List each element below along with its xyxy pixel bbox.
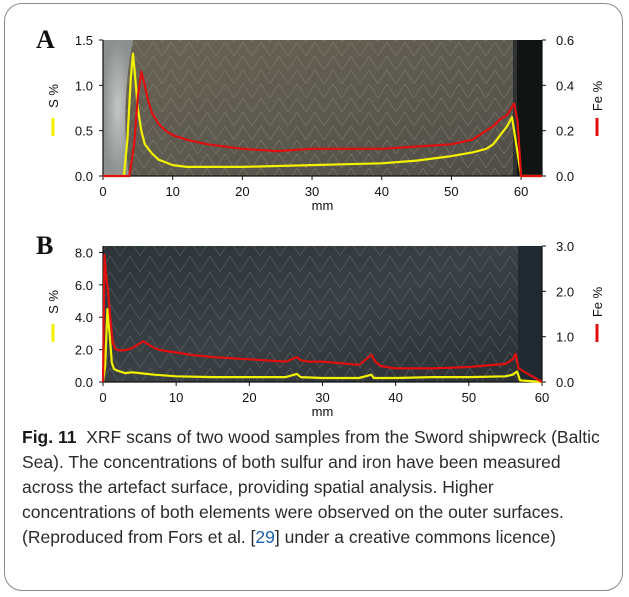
y-right-tick-label: 0.2 xyxy=(556,124,574,139)
x-tick-label: 60 xyxy=(535,390,549,405)
y-left-axis-label: S % xyxy=(46,290,61,314)
panel-label: B xyxy=(36,231,53,260)
x-tick-label: 50 xyxy=(462,390,476,405)
x-axis-label: mm xyxy=(312,198,334,213)
caption-reference-link[interactable]: 29 xyxy=(255,527,275,547)
y-left-tick-label: 6.0 xyxy=(75,278,93,293)
y-right-tick-label: 3.0 xyxy=(556,239,574,254)
caption-label: Fig. 11 xyxy=(22,427,77,447)
wood-edge-right-b xyxy=(518,246,542,382)
y-right-axis-label: Fe % xyxy=(590,286,605,317)
background-right-a xyxy=(517,40,542,176)
iron-series-line xyxy=(101,254,543,383)
x-tick-label: 20 xyxy=(235,184,249,199)
panel-b: B 0 10 20 30 40 50 60 mm 0.0 2.0 4.0 6.0 8.0 0.0 1.0 2.0… xyxy=(36,231,605,419)
x-tick-label: 30 xyxy=(315,390,329,405)
caption-text-end: ] under a creative commons licence) xyxy=(274,527,556,547)
y-left-tick-label: 0.0 xyxy=(75,375,93,390)
y-left-tick-label: 4.0 xyxy=(75,310,93,325)
iron-series-line xyxy=(103,70,542,178)
x-tick-label: 10 xyxy=(165,184,179,199)
x-tick-label: 0 xyxy=(99,184,106,199)
x-tick-label: 30 xyxy=(305,184,319,199)
x-tick-label: 50 xyxy=(444,184,458,199)
panel-a: A 0 10 20 30 40 50 60 mm 0.0 0.5 1.0 1.5 0.0 0.2 0.4 0.6… xyxy=(36,25,605,213)
x-tick-label: 20 xyxy=(242,390,256,405)
x-tick-label: 60 xyxy=(514,184,528,199)
panel-label: A xyxy=(36,25,55,54)
wood-grain-b xyxy=(103,246,523,382)
y-right-tick-label: 0.0 xyxy=(556,169,574,184)
y-right-tick-label: 0.0 xyxy=(556,375,574,390)
figure-charts: A 0 10 20 30 40 50 60 mm 0.0 0.5 1.0 1.5 0.0 0.2 0.4 0.6… xyxy=(36,25,605,419)
sulfur-series-line xyxy=(101,308,543,384)
x-tick-label: 40 xyxy=(388,390,402,405)
y-left-tick-label: 1.5 xyxy=(75,33,93,48)
y-left-tick-label: 0.0 xyxy=(75,169,93,184)
y-right-tick-label: 0.6 xyxy=(556,33,574,48)
y-left-axis-label: S % xyxy=(46,84,61,108)
y-right-axis-label: Fe % xyxy=(590,80,605,111)
x-tick-label: 40 xyxy=(374,184,388,199)
y-right-tick-label: 2.0 xyxy=(556,284,574,299)
caption-text: XRF scans of two wood samples from the S… xyxy=(22,427,600,547)
y-left-tick-label: 1.0 xyxy=(75,78,93,93)
y-left-tick-label: 8.0 xyxy=(75,245,93,260)
wood-grain-a xyxy=(103,40,529,176)
x-axis-label: mm xyxy=(312,404,334,419)
y-left-tick-label: 0.5 xyxy=(75,124,93,139)
x-tick-label: 10 xyxy=(169,390,183,405)
y-right-tick-label: 1.0 xyxy=(556,330,574,345)
y-left-tick-label: 2.0 xyxy=(75,343,93,358)
x-tick-label: 0 xyxy=(99,390,106,405)
figure-caption: Fig. 11 XRF scans of two wood samples fr… xyxy=(22,425,612,550)
sulfur-series-line xyxy=(103,52,542,178)
wood-edge-left-a xyxy=(103,40,133,176)
y-right-tick-label: 0.4 xyxy=(556,78,574,93)
